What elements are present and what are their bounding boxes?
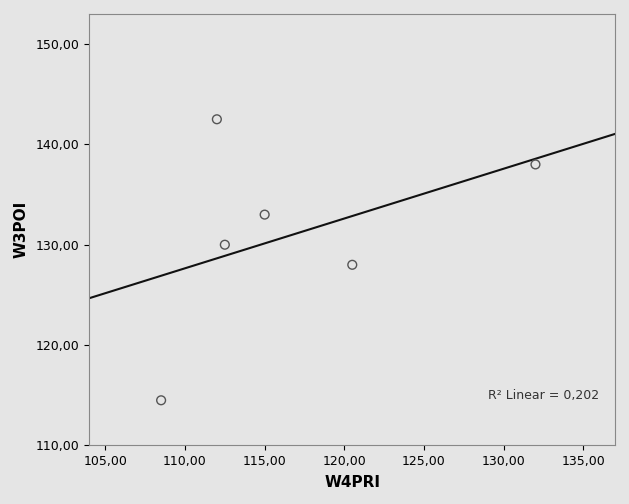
Point bbox=[260, 211, 270, 219]
Text: R² Linear = 0,202: R² Linear = 0,202 bbox=[488, 389, 599, 402]
Point bbox=[156, 396, 166, 404]
Point bbox=[347, 261, 357, 269]
Point bbox=[220, 241, 230, 249]
Point bbox=[212, 115, 222, 123]
Y-axis label: W3POI: W3POI bbox=[14, 201, 29, 258]
Point bbox=[530, 160, 540, 168]
X-axis label: W4PRI: W4PRI bbox=[325, 475, 381, 490]
